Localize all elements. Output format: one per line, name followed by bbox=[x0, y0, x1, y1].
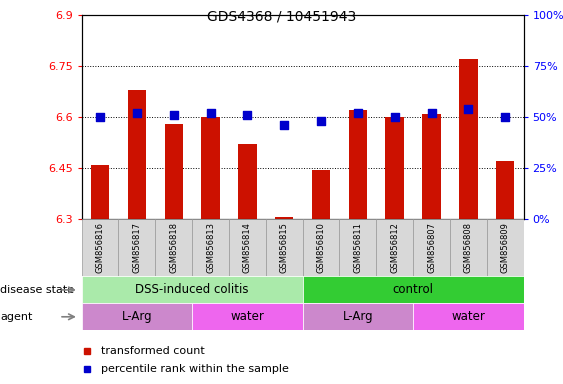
Point bbox=[243, 112, 252, 118]
Bar bbox=[348, 110, 367, 219]
Text: GSM856811: GSM856811 bbox=[354, 222, 363, 273]
Bar bbox=[496, 161, 515, 219]
Text: disease state: disease state bbox=[0, 285, 74, 295]
Point bbox=[501, 114, 510, 120]
Bar bbox=[303, 303, 413, 330]
Text: DSS-induced colitis: DSS-induced colitis bbox=[135, 283, 249, 296]
Bar bbox=[413, 219, 450, 276]
Bar bbox=[450, 219, 487, 276]
Bar bbox=[128, 90, 146, 219]
Bar bbox=[339, 219, 376, 276]
Point bbox=[354, 110, 363, 116]
Point bbox=[464, 106, 473, 112]
Point bbox=[169, 112, 178, 118]
Bar bbox=[487, 219, 524, 276]
Text: GSM856813: GSM856813 bbox=[206, 222, 215, 273]
Point bbox=[316, 118, 325, 124]
Bar bbox=[202, 117, 220, 219]
Bar bbox=[312, 170, 330, 219]
Text: water: water bbox=[452, 310, 485, 323]
Text: water: water bbox=[230, 310, 264, 323]
Bar bbox=[155, 219, 192, 276]
Bar bbox=[192, 219, 229, 276]
Bar bbox=[91, 165, 109, 219]
Bar bbox=[303, 276, 524, 303]
Text: GSM856818: GSM856818 bbox=[169, 222, 178, 273]
Text: L-Arg: L-Arg bbox=[342, 310, 373, 323]
Text: GSM856815: GSM856815 bbox=[280, 222, 289, 273]
Bar bbox=[238, 144, 257, 219]
Text: agent: agent bbox=[0, 312, 33, 322]
Bar bbox=[118, 219, 155, 276]
Bar bbox=[82, 219, 118, 276]
Point bbox=[206, 110, 215, 116]
Bar bbox=[386, 117, 404, 219]
Text: transformed count: transformed count bbox=[101, 346, 205, 356]
Text: L-Arg: L-Arg bbox=[122, 310, 152, 323]
Text: control: control bbox=[392, 283, 434, 296]
Point bbox=[390, 114, 399, 120]
Bar bbox=[82, 303, 192, 330]
Bar bbox=[459, 60, 477, 219]
Bar bbox=[422, 114, 441, 219]
Text: GSM856814: GSM856814 bbox=[243, 222, 252, 273]
Bar bbox=[266, 219, 303, 276]
Text: GSM856816: GSM856816 bbox=[96, 222, 105, 273]
Text: percentile rank within the sample: percentile rank within the sample bbox=[101, 364, 289, 374]
Text: GSM856812: GSM856812 bbox=[390, 222, 399, 273]
Text: GSM856817: GSM856817 bbox=[132, 222, 141, 273]
Bar bbox=[275, 217, 293, 219]
Point bbox=[96, 114, 105, 120]
Text: GDS4368 / 10451943: GDS4368 / 10451943 bbox=[207, 10, 356, 23]
Bar bbox=[376, 219, 413, 276]
Point bbox=[132, 110, 141, 116]
Text: GSM856807: GSM856807 bbox=[427, 222, 436, 273]
Text: GSM856810: GSM856810 bbox=[316, 222, 325, 273]
Bar bbox=[413, 303, 524, 330]
Bar bbox=[303, 219, 339, 276]
Point bbox=[427, 110, 436, 116]
Bar bbox=[82, 276, 303, 303]
Text: GSM856808: GSM856808 bbox=[464, 222, 473, 273]
Bar bbox=[229, 219, 266, 276]
Bar bbox=[164, 124, 183, 219]
Bar bbox=[192, 303, 303, 330]
Text: GSM856809: GSM856809 bbox=[501, 222, 510, 273]
Point bbox=[280, 122, 289, 128]
